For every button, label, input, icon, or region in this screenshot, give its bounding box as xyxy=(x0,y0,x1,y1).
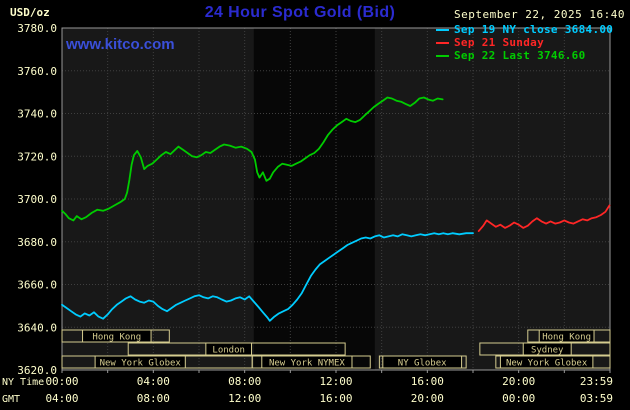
x-axis-gmt-title: GMT xyxy=(2,394,20,405)
session-label-box xyxy=(382,355,463,369)
session-label: Hong Kong xyxy=(542,333,591,343)
x-axis-label-gmt: 12:00 xyxy=(228,392,261,405)
session-label: London xyxy=(212,346,245,356)
y-axis-label: 3700.0 xyxy=(17,193,57,206)
session-label-box xyxy=(261,355,353,369)
x-axis-label-ny: 20:00 xyxy=(502,375,535,388)
session-label: NY Globex xyxy=(398,359,447,369)
y-axis-label: 3620.0 xyxy=(17,364,57,377)
legend: Sep 19 NY close 3684.00 Sep 21 Sunday Sep … xyxy=(436,23,613,62)
legend-item-sep19-close: Sep 19 NY close 3684.00 xyxy=(436,23,613,36)
session-label: Sydney xyxy=(531,346,564,356)
legend-label: Sep 19 NY close 3684.00 xyxy=(454,23,614,36)
y-axis-label: 3680.0 xyxy=(17,236,57,249)
x-axis-label-ny: 23:59 xyxy=(580,375,613,388)
series-sep22-last xyxy=(61,96,444,222)
x-axis-label-gmt: 20:00 xyxy=(411,392,444,405)
kitco-watermark-link[interactable]: www.kitco.com xyxy=(66,36,175,53)
x-axis-label-ny: 08:00 xyxy=(228,375,261,388)
x-axis-label-ny: 04:00 xyxy=(137,375,170,388)
x-axis-ny-title: NY Time xyxy=(2,377,44,388)
y-axis-label: 3760.0 xyxy=(17,65,57,78)
chart-title: 24 Hour Spot Gold (Bid) xyxy=(204,4,396,21)
session-label: New York Globex xyxy=(100,359,182,369)
x-axis-label-gmt: 04:00 xyxy=(45,392,78,405)
y-axis-label: 3640.0 xyxy=(17,321,57,334)
x-axis-label-ny: 12:00 xyxy=(319,375,352,388)
y-axis-label: 3720.0 xyxy=(17,150,57,163)
y-axis-label: 3740.0 xyxy=(17,108,57,121)
series-sep21-sunday xyxy=(477,204,611,233)
y-axis-label: 3660.0 xyxy=(17,279,57,292)
session-label-box xyxy=(522,342,572,356)
session-label-box xyxy=(499,355,594,369)
legend-label: Sep 22 Last 3746.60 xyxy=(454,49,586,62)
x-axis-label-gmt: 03:59 xyxy=(580,392,613,405)
session-label-box xyxy=(205,342,253,356)
legend-line-swatch xyxy=(436,28,449,31)
session-label: New York NYMEX xyxy=(269,359,345,369)
price-units-label: USD/oz xyxy=(10,6,50,19)
session-label-box xyxy=(94,355,186,369)
legend-line-swatch xyxy=(436,54,449,57)
legend-line-swatch xyxy=(436,41,449,44)
x-axis-label-gmt: 00:00 xyxy=(502,392,535,405)
legend-item-sep22-last: Sep 22 Last 3746.60 xyxy=(436,49,613,62)
x-axis-label-gmt: 16:00 xyxy=(319,392,352,405)
x-axis-label-ny: 00:00 xyxy=(45,375,78,388)
session-label-box xyxy=(82,329,152,343)
chart-datetime: September 22, 2025 16:40 xyxy=(454,8,625,21)
session-label-box xyxy=(538,329,595,343)
series-sep19-close xyxy=(61,232,474,322)
session-label: Hong Kong xyxy=(92,333,141,343)
x-axis-label-gmt: 08:00 xyxy=(137,392,170,405)
y-axis-label: 3780.0 xyxy=(17,22,57,35)
x-axis-label-ny: 16:00 xyxy=(411,375,444,388)
legend-item-sep21-sunday: Sep 21 Sunday xyxy=(436,36,613,49)
session-label: New York Globex xyxy=(506,359,588,369)
legend-label: Sep 21 Sunday xyxy=(454,36,544,49)
